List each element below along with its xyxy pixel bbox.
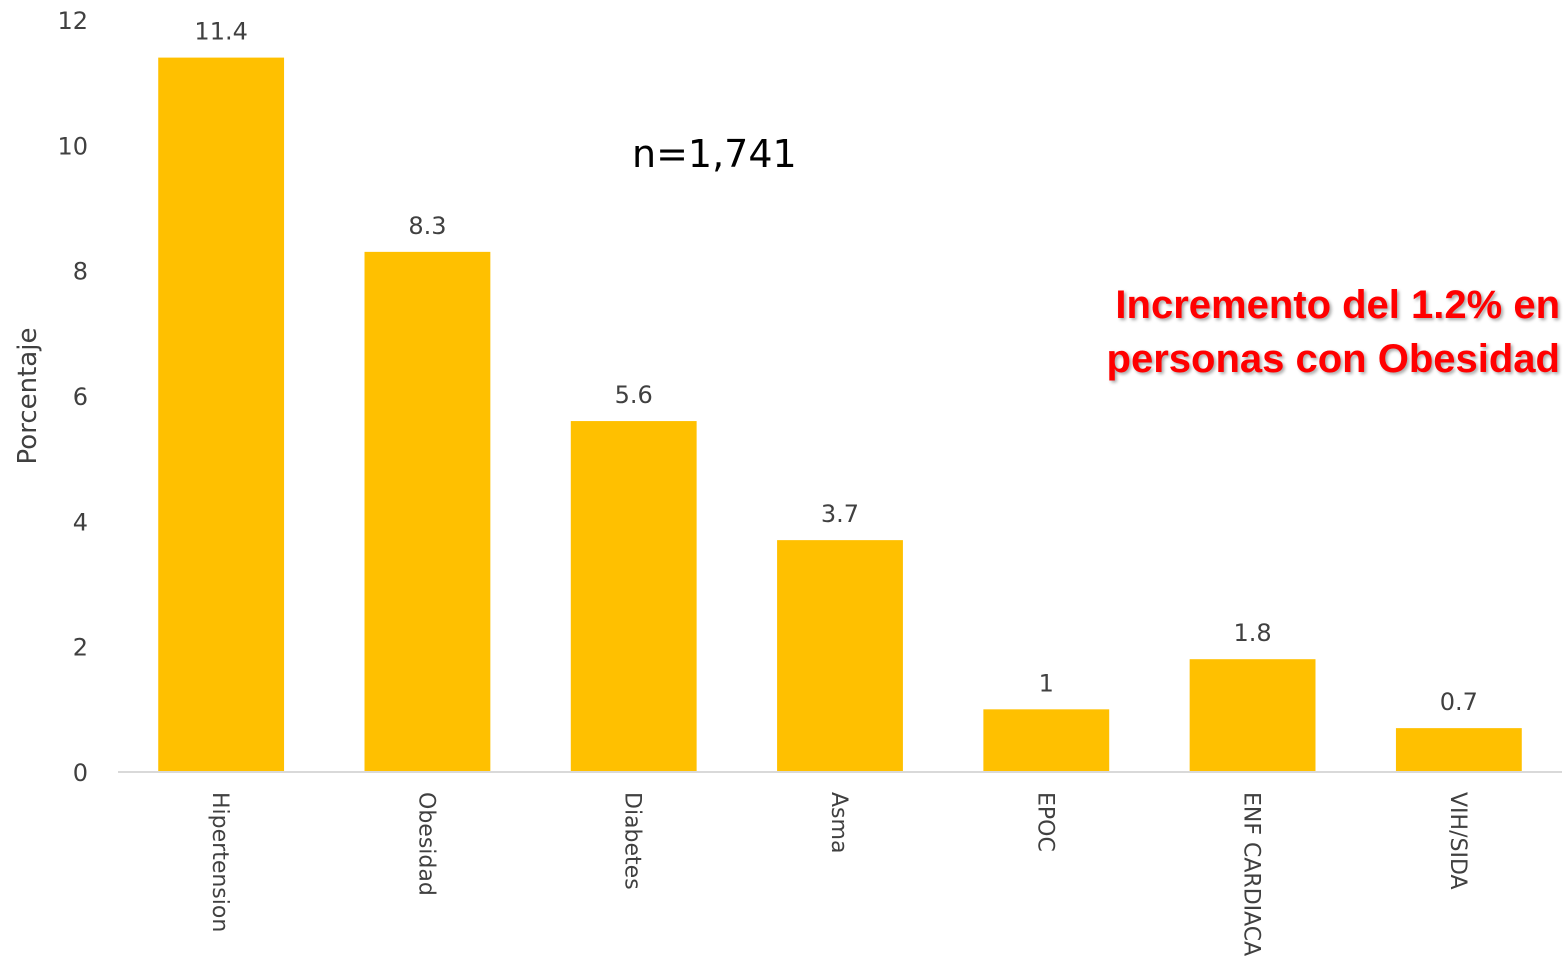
data-labels-group: 11.4 8.3 5.6 3.7 1 1.8 0.7 <box>194 18 1478 717</box>
data-label: 0.7 <box>1440 688 1478 716</box>
bar-obesidad <box>364 251 491 772</box>
data-label: 1 <box>1039 669 1054 697</box>
bar-vih-sida <box>1395 728 1522 772</box>
highlight-annotation-line-1: Incremento del 1.2% en <box>1115 283 1560 327</box>
y-tick-label: 0 <box>73 759 88 787</box>
x-category-label: EPOC <box>1032 792 1057 852</box>
data-label: 5.6 <box>615 381 653 409</box>
highlight-annotation-line-2: personas con Obesidad <box>1106 337 1560 381</box>
highlight-annotation: Incremento del 1.2% en personas con Obes… <box>1000 278 1560 386</box>
y-tick-label: 12 <box>57 7 88 35</box>
sample-size-note: n=1,741 <box>632 132 797 176</box>
data-label: 1.8 <box>1233 619 1271 647</box>
x-category-label: VIH/SIDA <box>1445 792 1470 890</box>
bar-asma <box>777 540 903 772</box>
bars-group <box>158 57 1522 773</box>
x-category-label: Obesidad <box>413 792 438 896</box>
bar-enf-cardiaca <box>1189 659 1316 772</box>
y-tick-label: 6 <box>73 383 88 411</box>
data-label: 3.7 <box>821 500 859 528</box>
x-category-label: ENF CARDIACA <box>1239 792 1264 956</box>
category-labels-group: Hipertension Obesidad Diabetes Asma EPOC ENF … <box>207 792 1470 956</box>
x-category-label: Diabetes <box>620 792 645 890</box>
y-tick-label: 10 <box>57 132 88 160</box>
x-category-label: Hipertension <box>207 792 232 932</box>
y-tick-label: 8 <box>73 258 88 286</box>
y-axis-title: Porcentaje <box>13 328 43 465</box>
bar-hipertension <box>158 57 285 773</box>
y-axis-ticks: 0 2 4 6 8 10 12 <box>57 7 88 787</box>
y-tick-label: 2 <box>73 634 88 662</box>
data-label: 8.3 <box>408 212 446 240</box>
bar-diabetes <box>570 421 697 772</box>
bar-epoc <box>983 709 1110 772</box>
y-tick-label: 4 <box>73 508 88 536</box>
x-category-label: Asma <box>826 792 851 853</box>
data-label: 11.4 <box>194 18 247 46</box>
